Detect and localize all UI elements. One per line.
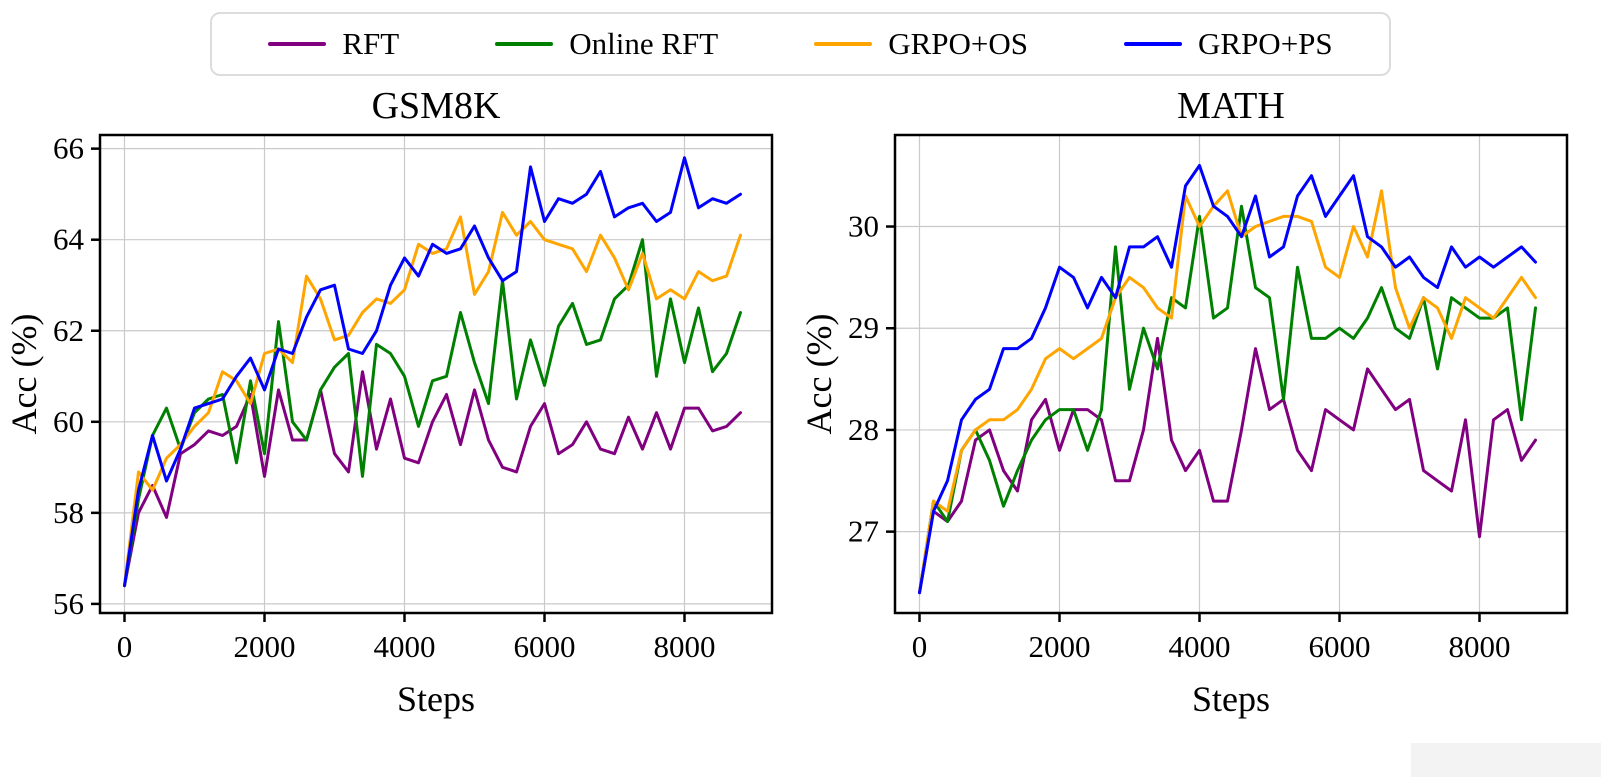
chart-title: MATH [1177, 85, 1285, 127]
x-axis-label: Steps [1192, 679, 1270, 719]
series-line-online-rft [123, 238, 742, 588]
x-tick-label: 2000 [1029, 629, 1091, 664]
legend-label: Online RFT [569, 26, 719, 61]
x-axis-label: Steps [397, 679, 475, 719]
legend-line-swatch [268, 42, 327, 46]
y-tick-label: 29 [848, 310, 879, 345]
legend: RFT Online RFT GRPO+OS GRPO+PS [210, 12, 1391, 76]
y-tick-label: 60 [53, 404, 84, 439]
chart-gsm8k: GSM8K 0 2000 4000 6000 8000 56 58 60 62 64 66 Steps A… [4, 80, 798, 755]
series-line-grpo-os [123, 210, 742, 588]
chart-math: MATH 0 2000 4000 6000 8000 27 28 29 30 Steps Acc (%… [799, 80, 1593, 755]
y-axis-label: Acc (%) [803, 314, 839, 435]
legend-item-rft: RFT [268, 26, 399, 62]
x-tick-label: 8000 [654, 629, 716, 664]
x-tick-label: 0 [912, 629, 928, 664]
y-tick-label: 62 [53, 313, 84, 348]
x-tick-label: 8000 [1449, 629, 1511, 664]
math-plot: MATH 0 2000 4000 6000 8000 27 28 29 30 Steps Acc (%… [799, 85, 1569, 719]
charts-row: GSM8K 0 2000 4000 6000 8000 56 58 60 62 64 66 Steps A… [0, 76, 1601, 755]
x-tick-label: 0 [117, 629, 133, 664]
series-line-online-rft [918, 204, 1537, 595]
y-tick-label: 56 [53, 586, 84, 621]
plot-border [893, 133, 1569, 615]
x-tick-label: 6000 [1309, 629, 1371, 664]
series-line-grpo-os [918, 189, 1537, 595]
legend-label: GRPO+OS [888, 26, 1028, 61]
legend-label: GRPO+PS [1198, 26, 1333, 61]
y-tick-label: 28 [848, 412, 879, 447]
legend-line-swatch [1124, 42, 1182, 46]
figure: RFT Online RFT GRPO+OS GRPO+PS GSM8K 0 2000 40… [0, 12, 1601, 777]
legend-item-online-rft: Online RFT [495, 26, 718, 62]
series-line-rft [918, 336, 1537, 595]
y-tick-label: 64 [53, 222, 85, 257]
x-tick-label: 2000 [234, 629, 296, 664]
legend-line-swatch [495, 42, 554, 46]
series-line-grpo-ps [918, 164, 1537, 595]
y-axis-label: Acc (%) [8, 314, 44, 435]
plot-border [98, 133, 774, 615]
y-tick-label: 58 [53, 495, 84, 530]
legend-item-grpo-os: GRPO+OS [814, 26, 1028, 62]
x-tick-label: 4000 [1169, 629, 1231, 664]
y-tick-label: 66 [53, 131, 84, 166]
series-line-grpo-ps [123, 156, 742, 588]
chart-title: GSM8K [372, 85, 501, 127]
y-tick-label: 30 [848, 209, 879, 244]
legend-label: RFT [342, 26, 400, 61]
x-tick-label: 6000 [514, 629, 576, 664]
watermark-patch [1411, 743, 1601, 777]
legend-line-swatch [814, 42, 873, 46]
y-tick-label: 27 [848, 514, 879, 549]
series-line-rft [123, 370, 742, 588]
gsm8k-plot: GSM8K 0 2000 4000 6000 8000 56 58 60 62 64 66 Steps A… [4, 85, 774, 719]
legend-item-grpo-ps: GRPO+PS [1124, 26, 1333, 62]
x-tick-label: 4000 [374, 629, 436, 664]
